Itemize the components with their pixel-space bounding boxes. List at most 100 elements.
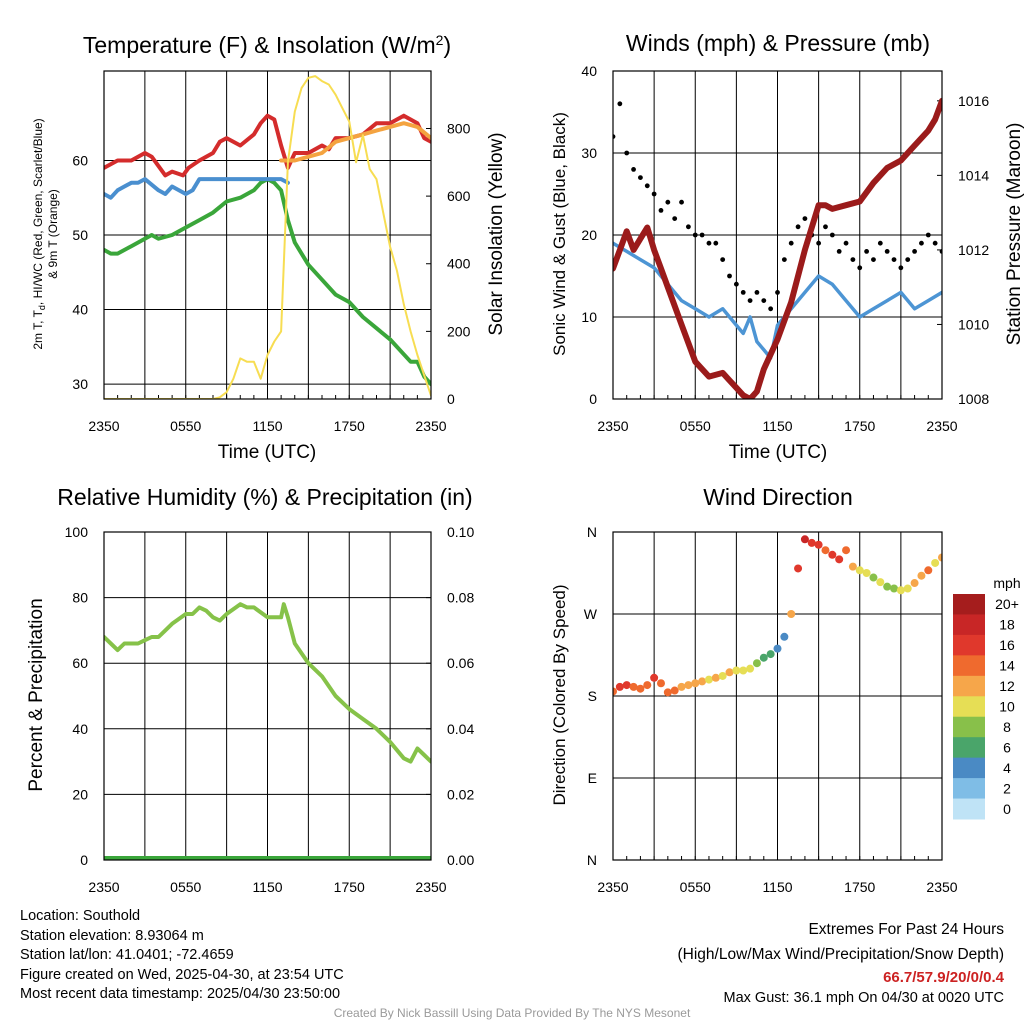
direction-point <box>643 681 652 690</box>
x-tick-label: 0550 <box>170 418 201 434</box>
x-tick-label: 2350 <box>926 418 957 434</box>
gust-point <box>706 240 712 246</box>
direction-point <box>613 687 617 696</box>
series-sonic-wind <box>613 241 942 360</box>
y-tick-label-right: 0.02 <box>447 786 474 802</box>
y-tick-label-left: 20 <box>581 227 597 243</box>
station-latlon: Station lat/lon: 41.0401; -72.4659 <box>20 947 234 963</box>
x-tick-label: 1750 <box>844 879 875 895</box>
colorbar-label: 8 <box>1003 719 1011 735</box>
x-tick-label: 2350 <box>88 418 119 434</box>
series-station-pressure <box>613 97 942 399</box>
direction-point <box>807 538 816 547</box>
series-group <box>104 602 431 860</box>
y-tick-label-right: 1008 <box>958 391 989 407</box>
direction-point <box>684 681 693 690</box>
gust-point <box>905 257 911 262</box>
direction-point <box>828 550 837 559</box>
gust-point <box>617 101 623 107</box>
y-tick-label-right: 0.00 <box>447 852 474 868</box>
colorbar-swatch <box>953 716 985 738</box>
extremes-values: 66.7/57.9/20/0/0.4 <box>883 969 1004 986</box>
chart-panel-3 <box>612 531 943 861</box>
direction-point <box>725 668 734 677</box>
plot-frame <box>612 531 943 861</box>
direction-point <box>794 564 803 573</box>
gust-point <box>843 240 849 246</box>
gust-point <box>891 257 897 262</box>
gust-point <box>919 240 924 246</box>
colorbar: 20+ 18 16 14 12 10 8 6 4 2 0 <box>953 594 1019 820</box>
winds-panel-title: Winds (mph) & Pressure (mb) <box>626 30 930 56</box>
y-tick-label-left: 20 <box>72 786 88 802</box>
gust-point <box>871 257 876 262</box>
direction-point <box>746 664 755 673</box>
y-tick-label-left: 0 <box>80 852 88 868</box>
gust-point <box>795 224 801 230</box>
credit-line: Created By Nick Bassill Using Data Provi… <box>333 1006 691 1020</box>
gust-point <box>644 183 650 189</box>
extremes-title: Extremes For Past 24 Hours <box>808 921 1004 938</box>
series-solar-insolation <box>104 75 431 399</box>
y-tick-label-left: 40 <box>581 63 597 79</box>
direction-point <box>910 579 919 588</box>
colorbar-label: 12 <box>999 678 1015 694</box>
gust-point <box>747 298 753 303</box>
humidity-ylabel-left: Percent & Precipitation <box>26 598 47 791</box>
y-tick-label-right: 600 <box>447 188 471 204</box>
chart-panel-2 <box>103 531 432 861</box>
direction-point <box>650 673 659 682</box>
y-tick-label: E <box>588 770 597 786</box>
x-tick-label: 0550 <box>680 879 711 895</box>
gust-point <box>864 249 870 254</box>
direction-point <box>622 681 631 690</box>
gust-point <box>877 240 883 246</box>
station-elevation: Station elevation: 8.93064 m <box>20 927 204 944</box>
y-tick-label: W <box>584 606 598 622</box>
extremes-legend: (High/Low/Max Wind/Precipitation/Snow De… <box>677 946 1005 963</box>
gust-point <box>658 208 664 213</box>
gust-point <box>898 265 904 271</box>
gust-point <box>761 298 767 303</box>
x-tick-label: 2350 <box>597 879 628 895</box>
direction-point <box>711 673 720 682</box>
x-tick-label: 2350 <box>597 418 628 434</box>
direction-point <box>698 677 707 686</box>
direction-point <box>752 659 761 668</box>
x-tick-label: 1150 <box>252 418 282 434</box>
gust-point <box>823 224 828 230</box>
direction-point <box>773 644 782 653</box>
gust-point <box>788 240 794 246</box>
y-tick-label-left: 40 <box>72 302 88 318</box>
temperature-ylabel-left: 2m T, Td, HI/WC (Red, Green, Scarlet/Blu… <box>31 118 47 349</box>
direction-point <box>670 686 679 695</box>
gust-point <box>912 249 917 254</box>
x-tick-label: 1750 <box>334 879 365 895</box>
x-tick-label: 2350 <box>415 879 446 895</box>
direction-point <box>917 571 926 580</box>
winds-ylabel-left: Sonic Wind & Gust (Blue, Black) <box>550 112 569 356</box>
direction-panel-title: Wind Direction <box>703 484 853 510</box>
colorbar-swatch <box>953 696 985 718</box>
gust-point <box>740 290 746 295</box>
direction-point <box>704 675 713 684</box>
direction-point <box>759 653 768 662</box>
direction-point <box>691 679 700 688</box>
gust-point <box>727 273 732 279</box>
direction-point <box>903 584 912 593</box>
y-tick-label-right: 1014 <box>958 167 989 183</box>
gust-point <box>638 175 643 181</box>
y-tick-label-left: 40 <box>72 721 88 737</box>
direction-point <box>663 688 672 697</box>
direction-point <box>931 558 940 567</box>
humidity-panel-title: Relative Humidity (%) & Precipitation (i… <box>57 484 472 510</box>
colorbar-label: 16 <box>999 637 1015 653</box>
x-tick-label: 1150 <box>762 418 792 434</box>
gust-point <box>768 306 774 312</box>
temperature-ylabel-right: Solar Insolation (Yellow) <box>486 132 507 335</box>
colorbar-label: 2 <box>1003 780 1011 796</box>
direction-ylabel-left: Direction (Colored By Speed) <box>550 584 569 805</box>
direction-point <box>732 666 741 675</box>
gust-point <box>624 150 630 156</box>
plot-frame <box>103 70 432 400</box>
